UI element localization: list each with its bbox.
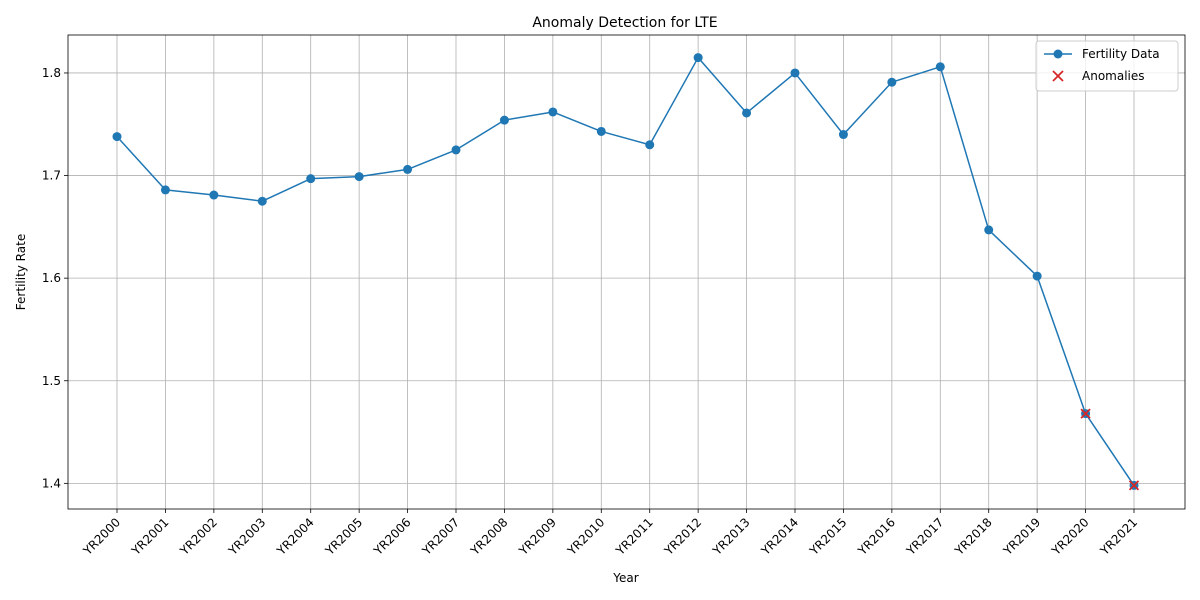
x-tick-label: YR2006 xyxy=(370,515,413,558)
data-point xyxy=(790,68,800,78)
x-axis: YR2000 YR2001 YR2002 YR2003 YR2004 YR2005 YR20… xyxy=(80,509,1140,559)
data-point xyxy=(548,107,558,117)
series-fertility-data xyxy=(112,53,1139,490)
x-tick-label: YR2016 xyxy=(855,515,898,558)
legend-label-anomalies: Anomalies xyxy=(1082,69,1145,83)
x-tick-label: YR2010 xyxy=(564,515,607,558)
x-tick-label: YR2004 xyxy=(274,515,317,558)
x-tick-label: YR2015 xyxy=(806,515,849,558)
legend-label-fertility: Fertility Data xyxy=(1082,47,1160,61)
legend-marker-fertility xyxy=(1053,49,1063,59)
y-axis-label: Fertility Rate xyxy=(14,234,28,310)
x-tick-label: YR2011 xyxy=(613,515,656,558)
data-point xyxy=(693,53,703,63)
x-tick-label: YR2001 xyxy=(128,515,171,558)
x-tick-label: YR2007 xyxy=(419,515,462,558)
x-tick-label: YR2020 xyxy=(1048,515,1091,558)
y-tick-label: 1.8 xyxy=(42,66,61,80)
x-tick-label: YR2019 xyxy=(1000,515,1043,558)
x-tick-label: YR2014 xyxy=(758,515,801,558)
data-point xyxy=(257,196,267,206)
data-point xyxy=(403,164,413,174)
x-tick-label: YR2012 xyxy=(661,515,704,558)
x-tick-label: YR2013 xyxy=(709,515,752,558)
data-point xyxy=(112,132,122,142)
x-tick-label: YR2021 xyxy=(1097,515,1140,558)
data-point xyxy=(306,174,316,184)
x-axis-label: Year xyxy=(612,571,638,585)
y-tick-label: 1.7 xyxy=(42,169,61,183)
x-tick-label: YR2018 xyxy=(952,515,995,558)
data-point xyxy=(645,140,655,150)
data-point xyxy=(596,126,606,136)
data-point xyxy=(499,115,509,125)
chart-title: Anomaly Detection for LTE xyxy=(532,15,717,31)
data-point xyxy=(1032,271,1042,281)
grid xyxy=(68,35,1185,509)
x-tick-label: YR2009 xyxy=(516,515,559,558)
x-tick-label: YR2003 xyxy=(225,515,268,558)
fertility-line xyxy=(116,56,1135,486)
x-tick-label: YR2002 xyxy=(177,515,220,558)
plot-frame xyxy=(67,34,1186,510)
series-anomalies xyxy=(1080,408,1140,491)
x-tick-label: YR2017 xyxy=(903,515,946,558)
data-point xyxy=(935,62,945,72)
y-tick-label: 1.5 xyxy=(42,374,61,388)
data-point xyxy=(887,77,897,87)
x-tick-label: YR2005 xyxy=(322,515,365,558)
anomaly-point xyxy=(1080,408,1091,419)
y-tick-label: 1.6 xyxy=(42,271,61,285)
data-point xyxy=(160,185,170,195)
data-point xyxy=(742,108,752,118)
y-tick-label: 1.4 xyxy=(42,476,61,490)
data-point xyxy=(984,225,994,235)
data-point xyxy=(354,172,364,182)
legend-marker-anomalies xyxy=(1052,70,1064,82)
x-tick-label: YR2008 xyxy=(467,515,510,558)
anomaly-point xyxy=(1128,480,1140,491)
data-point xyxy=(451,145,461,155)
x-tick-label: YR2000 xyxy=(80,515,123,558)
y-axis: 1.4 1.5 1.6 1.7 1.8 xyxy=(42,66,68,490)
legend: Fertility Data Anomalies xyxy=(1035,40,1179,92)
data-point xyxy=(209,190,219,200)
data-point xyxy=(838,130,848,140)
